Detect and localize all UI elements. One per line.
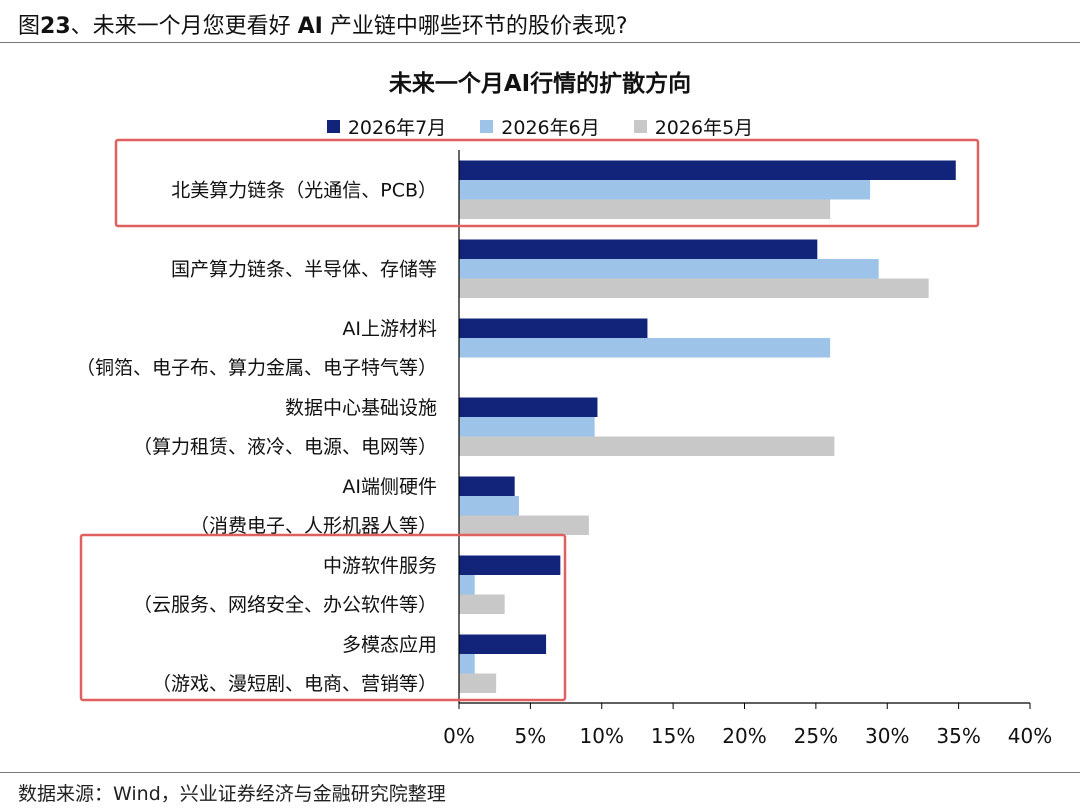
legend-item-jul: 2026年7月: [326, 113, 447, 140]
highlight-box-2: [79, 533, 567, 702]
x-tick-label-4: 15%: [651, 724, 695, 748]
bar-1-5: [459, 476, 515, 496]
category-label-7-line-1: 多模态应用: [342, 634, 437, 656]
figure-number: 23: [40, 14, 71, 39]
legend: 2026年7月 2026年6月 2026年5月: [0, 113, 1080, 140]
legend-item-jun: 2026年6月: [480, 113, 600, 140]
category-label-5-line-1: AI端侧硬件: [342, 476, 437, 498]
x-tick-label-8: 35%: [936, 724, 980, 748]
bar-2-1: [459, 180, 871, 200]
bar-2-7: [459, 654, 475, 674]
legend-label-jun: 2026年6月: [501, 117, 600, 139]
x-tick-label-1: 0%: [443, 724, 475, 748]
figure-heading-text-a: 、未来一个月您更看好: [70, 14, 298, 39]
bar-3-6: [459, 594, 505, 614]
category-label-4-line-1: 数据中心基础设施: [285, 397, 437, 419]
legend-label-may: 2026年5月: [654, 117, 754, 139]
x-tick-label-9: 40%: [1008, 724, 1052, 748]
category-label-5-line-2: （消费电子、人形机器人等）: [190, 515, 437, 537]
legend-label-jul: 2026年7月: [347, 117, 447, 139]
x-tick-label-7: 30%: [865, 724, 909, 748]
category-label-3-line-2: （铜箔、电子布、算力金属、电子特气等）: [76, 357, 437, 379]
top-rule: [0, 42, 1080, 43]
chart-title: 未来一个月AI行情的扩散方向: [388, 71, 692, 97]
x-tick-label-5: 20%: [722, 724, 766, 748]
legend-item-may: 2026年5月: [633, 113, 754, 140]
bar-1-4: [459, 397, 598, 417]
category-label-2-line-1: 国产算力链条、半导体、存储等: [171, 259, 437, 281]
bar-2-3: [459, 338, 831, 358]
bar-1-1: [459, 160, 956, 180]
bar-3-1: [459, 199, 831, 219]
bar-3-5: [459, 515, 589, 535]
category-label-3-line-1: AI上游材料: [342, 318, 437, 340]
highlight-box-1: [114, 138, 980, 228]
bar-3-7: [459, 673, 497, 693]
figure-heading-text-b: 产业链中哪些环节的股价表现?: [322, 14, 628, 39]
bar-3-2: [459, 278, 929, 298]
legend-swatch-jul: [326, 120, 340, 133]
bottom-rule: [0, 772, 1080, 773]
legend-swatch-jun: [480, 120, 494, 133]
bar-1-2: [459, 239, 818, 259]
bar-2-5: [459, 496, 519, 516]
legend-swatch-may: [633, 120, 647, 133]
bar-1-3: [459, 318, 648, 338]
x-tick-label-2: 5%: [515, 724, 547, 748]
bar-1-6: [459, 555, 561, 575]
x-tick-label-3: 10%: [580, 724, 624, 748]
bar-1-7: [459, 634, 547, 654]
bar-2-2: [459, 259, 879, 279]
figure-prefix: 图: [18, 14, 41, 39]
figure-heading-ai: AI: [297, 14, 323, 39]
bar-2-4: [459, 417, 595, 437]
source-note: 数据来源：Wind，兴业证券经济与金融研究院整理: [18, 783, 446, 805]
category-label-6-line-1: 中游软件服务: [323, 555, 437, 577]
bar-chart: 0% 5% 10% 15% 20% 25% 30% 35% 40% 北美算力链条（光通信、PCB）…: [76, 138, 1052, 748]
bar-3-4: [459, 436, 835, 456]
bar-2-6: [459, 575, 475, 595]
figure-heading: 图23、未来一个月您更看好 AI 产业链中哪些环节的股价表现?: [18, 8, 628, 40]
category-label-7-line-2: （游戏、漫短剧、电商、营销等）: [152, 673, 437, 695]
category-label-4-line-2: （算力租赁、液冷、电源、电网等）: [133, 436, 437, 458]
x-tick-label-6: 25%: [794, 724, 838, 748]
category-label-1-line-1: 北美算力链条（光通信、PCB）: [171, 180, 437, 202]
category-label-6-line-2: （云服务、网络安全、办公软件等）: [133, 594, 437, 616]
